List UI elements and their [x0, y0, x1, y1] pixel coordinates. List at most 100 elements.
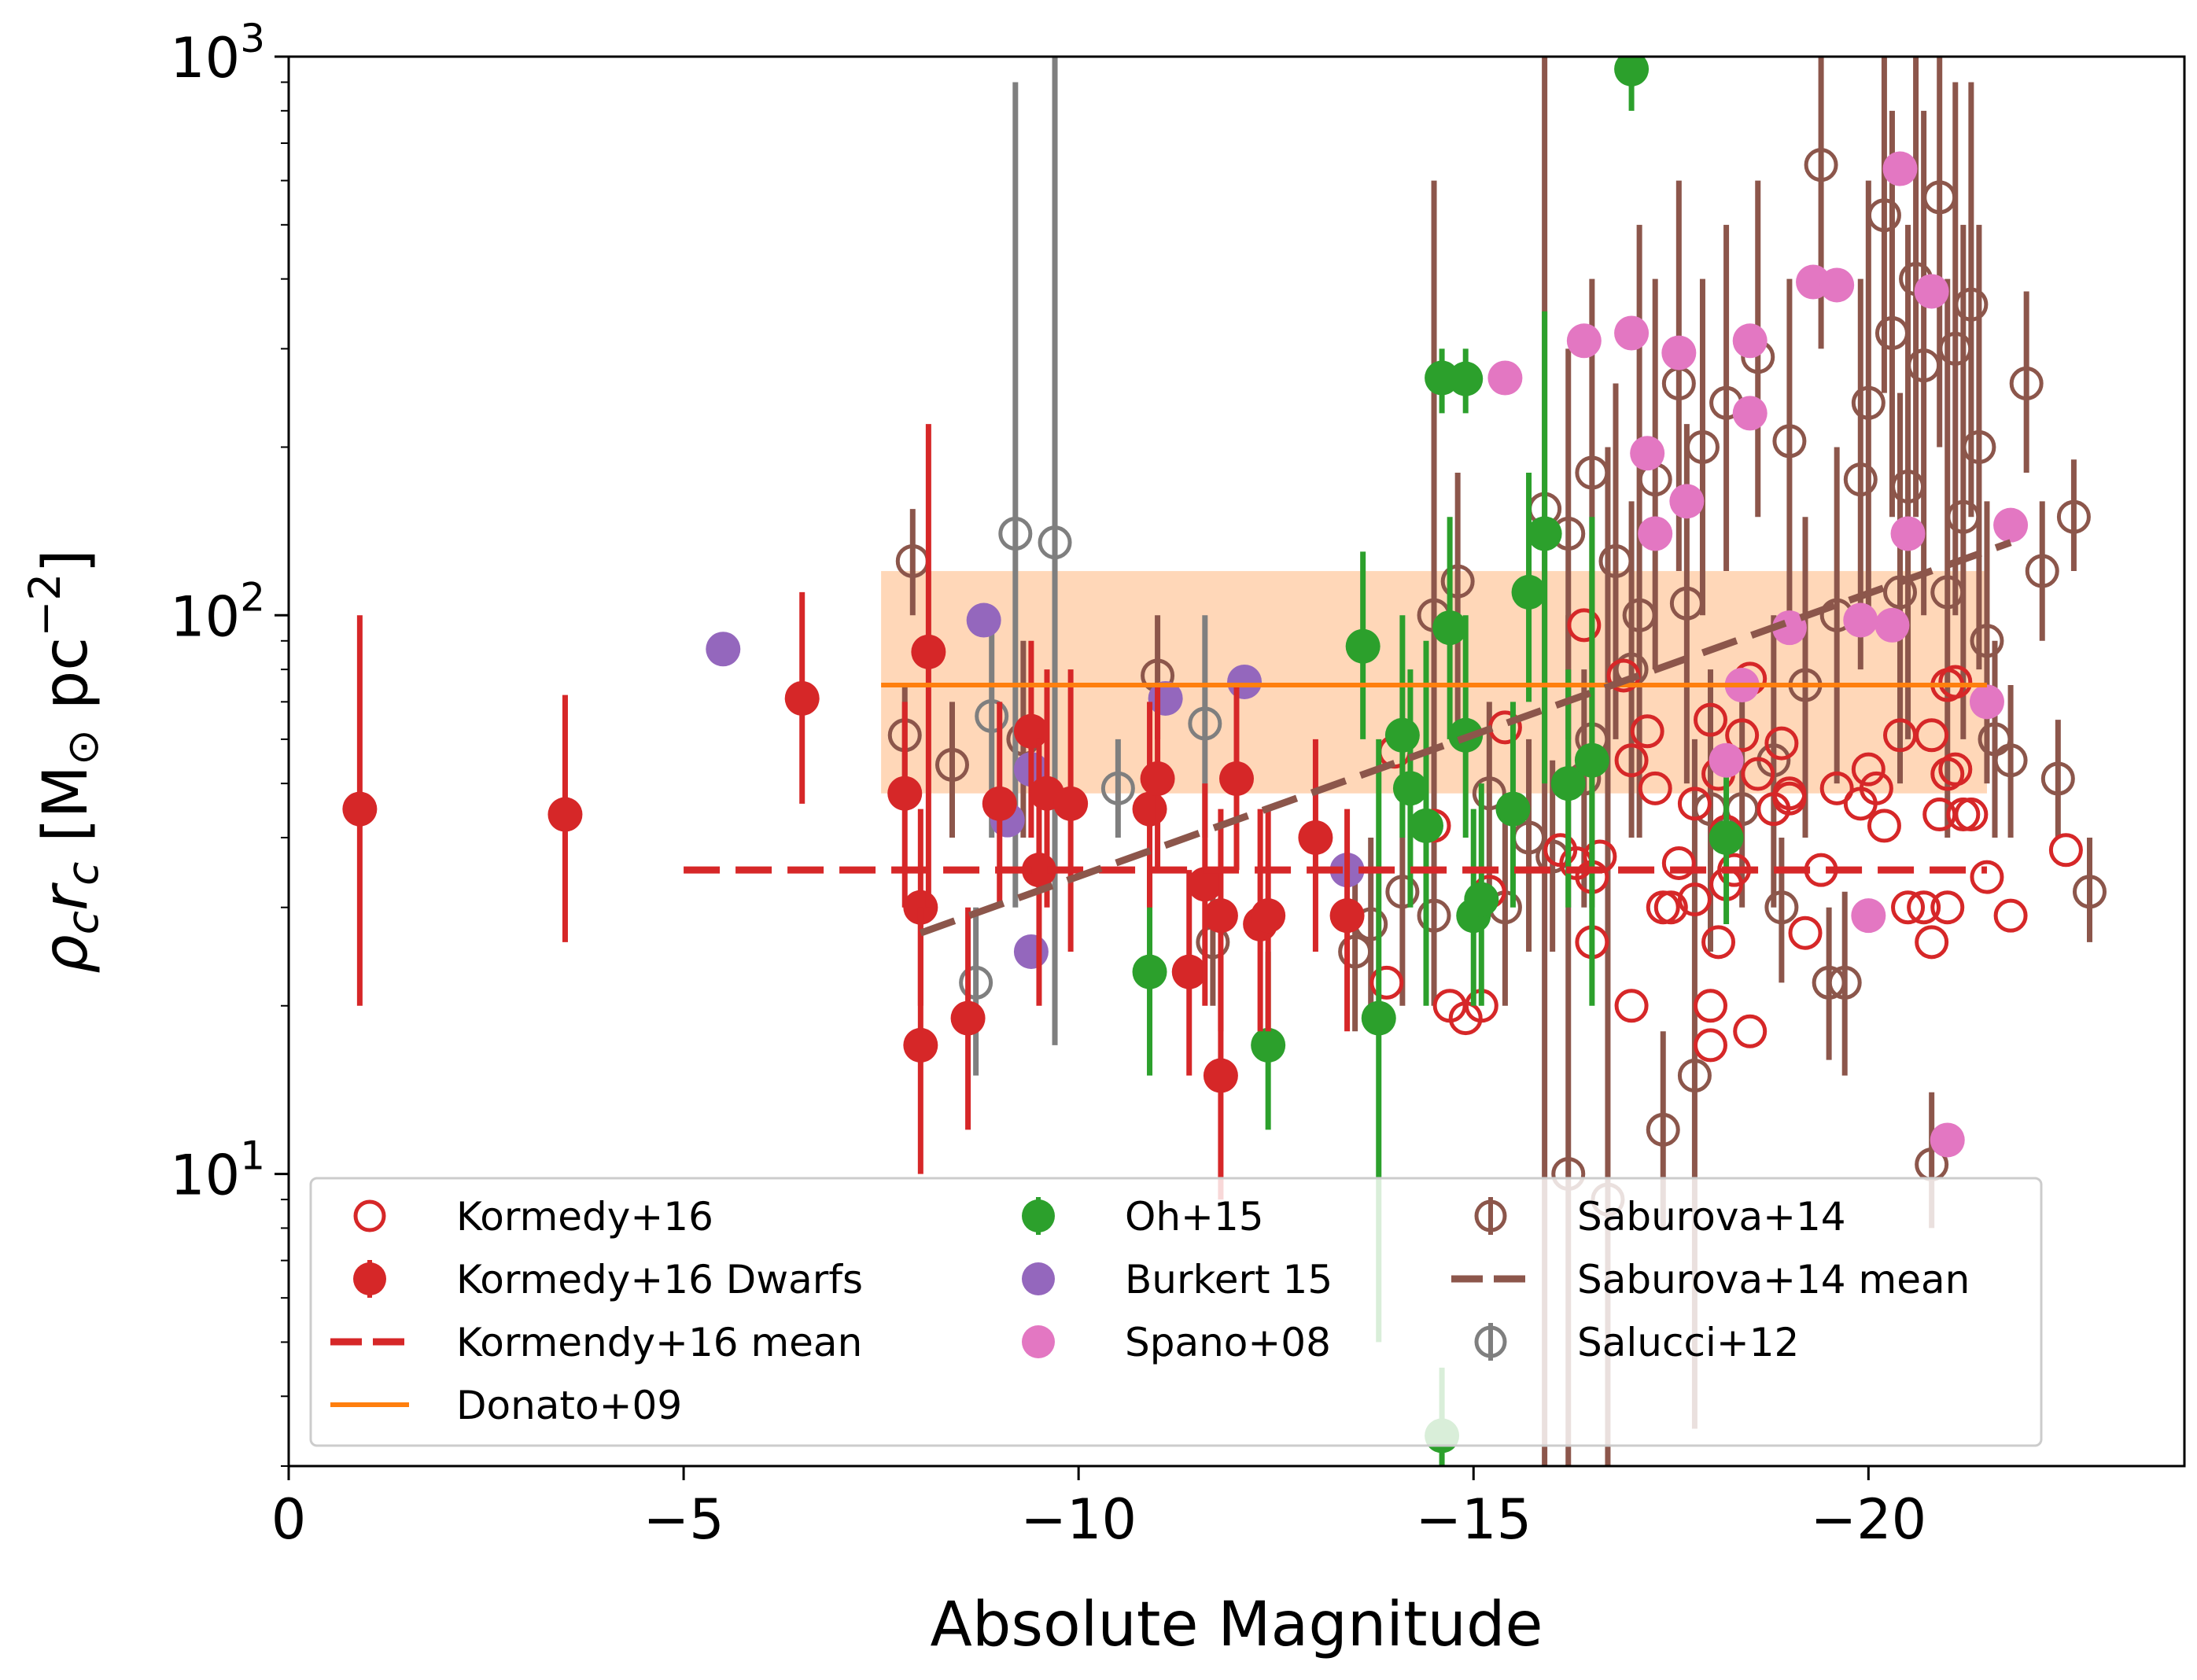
- spano-08-point: [1882, 151, 1918, 186]
- spano-08-point: [1874, 607, 1910, 643]
- legend-handle-kormedy-16: [353, 1199, 386, 1232]
- kormedy-16-dwarfs-point: [1251, 898, 1286, 934]
- kormedy-16-dwarfs-point: [784, 680, 820, 716]
- kormedy-16-point: [1567, 608, 1602, 643]
- series-kormedy-16-dwarfs: [342, 424, 1365, 1200]
- kormedy-16-point: [1954, 798, 1989, 832]
- saburova-14-point: [2040, 761, 2075, 796]
- spano-08-point: [1993, 507, 2029, 543]
- kormedy-16-point: [1859, 771, 1893, 805]
- spano-08-point: [1819, 267, 1855, 303]
- oh-15-point: [1409, 808, 1443, 843]
- kormedy-16-point: [1938, 752, 1973, 787]
- kormedy-16-point: [1694, 1028, 1727, 1063]
- saburova-14-point: [2056, 499, 2091, 534]
- y-tick-label: 102: [170, 574, 265, 649]
- oh-15-point: [1464, 882, 1499, 917]
- kormedy-16-dwarfs-point: [1219, 761, 1254, 797]
- legend-label-spano-08: Spano+08: [1125, 1320, 1331, 1365]
- oh-15-point: [1345, 628, 1380, 664]
- legend-label-donato-09: Donato+09: [456, 1383, 682, 1428]
- legend-label-salucci-12: Salucci+12: [1577, 1320, 1799, 1365]
- oh-15-point: [1432, 610, 1468, 646]
- kormedy-16-point: [1653, 890, 1688, 925]
- spano-08-point: [1732, 396, 1768, 431]
- x-tick-label: −20: [1810, 1487, 1926, 1552]
- x-tick-label: −10: [1020, 1487, 1137, 1552]
- oh-15-point: [1709, 820, 1744, 855]
- kormedy-16-point: [1764, 726, 1799, 761]
- x-tick-label: −5: [643, 1487, 724, 1552]
- y-tick-label: 101: [170, 1133, 265, 1208]
- saburova-14-point: [1646, 1112, 1680, 1147]
- kormedy-16-point: [1867, 809, 1901, 843]
- x-tick-label: 0: [271, 1487, 307, 1552]
- kormedy-16-point: [1694, 989, 1727, 1023]
- series-salucci-12: [959, 57, 1222, 1076]
- salucci-12-point: [1100, 771, 1135, 805]
- kormedy-16-dwarfs-point: [982, 786, 1017, 821]
- y-axis-title: ρcrc [M⊙ pc−2]: [20, 549, 108, 973]
- legend-label-kormedy-16: Kormedy+16: [456, 1194, 713, 1240]
- kormedy-16-dwarfs-point: [1013, 713, 1049, 749]
- saburova-14-point: [1954, 287, 1989, 322]
- y-tick-exp: 2: [240, 574, 265, 620]
- legend-label-oh-15: Oh+15: [1125, 1194, 1264, 1240]
- kormedy-16-point: [1725, 718, 1760, 753]
- oh-15-point: [1511, 574, 1546, 610]
- saburova-14-point: [2025, 554, 2059, 588]
- kormedy-16-point: [1614, 989, 1649, 1023]
- spano-08-point: [1669, 484, 1705, 519]
- kormedy-16-dwarfs-point: [1171, 954, 1207, 989]
- oh-15-point: [1550, 766, 1586, 801]
- burkert-15-point: [966, 602, 1001, 638]
- spano-08-point: [1661, 335, 1697, 370]
- spano-08-point: [1890, 516, 1926, 551]
- salucci-12-point: [959, 965, 993, 1000]
- spano-08-point: [1930, 1122, 1965, 1158]
- legend-handle-oh-15: [1022, 1199, 1055, 1232]
- kormedy-16-dwarfs-point: [547, 797, 583, 832]
- oh-15-point: [1527, 516, 1562, 551]
- kormedy-16-point: [1677, 882, 1712, 917]
- kormedy-16-point: [1993, 898, 2028, 933]
- kormedy-16-point: [1733, 1014, 1768, 1048]
- saburova-14-point: [1970, 624, 2004, 658]
- legend-box: [309, 1177, 2043, 1447]
- kormedy-16-dwarfs-point: [1187, 867, 1222, 902]
- y-tick-base: 10: [170, 1144, 240, 1208]
- saburova-14-point: [1812, 965, 1846, 1000]
- spano-08-point: [1487, 360, 1523, 396]
- y-tick-label: 103: [170, 16, 265, 90]
- saburova-14-point: [1764, 890, 1799, 925]
- legend-label-saburova-14-mean: Saburova+14 mean: [1577, 1257, 1970, 1302]
- burkert-15-point: [1227, 664, 1263, 699]
- saburova-14-point: [1804, 148, 1838, 182]
- oh-15-point: [1448, 361, 1484, 396]
- kormedy-16-dwarfs-point: [887, 776, 923, 811]
- oh-15-point: [1384, 717, 1420, 753]
- kormedy-16-dwarfs-point: [950, 1000, 986, 1036]
- oh-15-point: [1614, 57, 1650, 87]
- kormedy-16-point: [1970, 860, 2004, 894]
- kormedy-16-point: [1614, 743, 1649, 778]
- kormedy-16-point: [1930, 890, 1965, 925]
- legend-handle-burkert-15: [1022, 1262, 1055, 1295]
- spano-08-point: [1638, 516, 1673, 551]
- kormedy-16-dwarfs-point: [1203, 898, 1238, 934]
- y-tick-base: 10: [170, 26, 240, 90]
- kormedy-16-dwarfs-point: [1329, 898, 1365, 934]
- legend-handle-kormedy-16-dwarfs: [353, 1262, 386, 1295]
- saburova-14-point: [1677, 1059, 1712, 1093]
- spano-08-point: [1630, 436, 1665, 471]
- oh-15-point: [1495, 791, 1531, 827]
- saburova-14-point: [1685, 429, 1720, 464]
- legend-handle-saburova-14: [1474, 1199, 1507, 1232]
- salucci-12-point: [1188, 706, 1222, 741]
- legend-label-kormedy-16-dwarfs: Kormedy+16 Dwarfs: [456, 1257, 863, 1302]
- salucci-12-point: [975, 698, 1009, 733]
- spano-08-point: [1914, 274, 1949, 309]
- kormedy-16-point: [1694, 702, 1727, 737]
- x-axis-title: Absolute Magnitude: [931, 1590, 1543, 1660]
